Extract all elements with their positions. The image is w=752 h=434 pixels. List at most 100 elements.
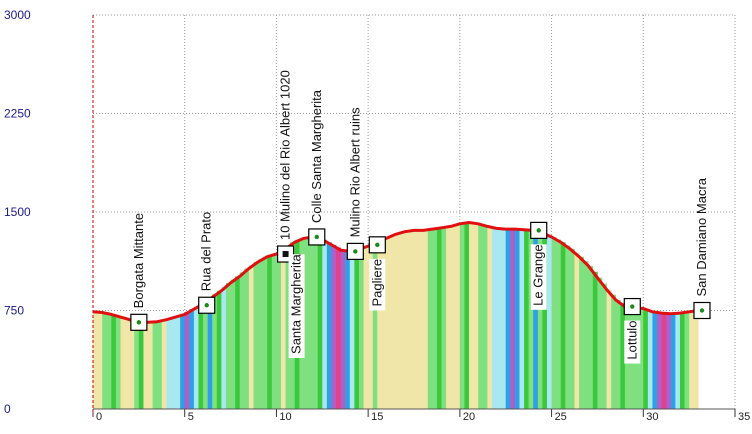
waypoint-dot	[314, 234, 319, 240]
terrain-strip	[666, 313, 672, 409]
terrain-strip	[281, 248, 286, 409]
terrain-strip	[313, 236, 318, 409]
terrain-strip	[546, 234, 552, 409]
terrain-strip	[111, 314, 117, 409]
y-tick-label: 1500	[4, 205, 31, 219]
terrain-strip	[602, 283, 607, 409]
terrain-strips	[93, 222, 699, 409]
terrain-strip	[134, 320, 140, 409]
waypoint-label-bg	[624, 320, 641, 364]
terrain-strip	[404, 231, 410, 409]
terrain-strip	[148, 321, 153, 409]
terrain-strip	[161, 319, 167, 409]
terrain-strip	[115, 315, 121, 409]
waypoint-label: San Damiano Macra	[694, 177, 709, 296]
terrain-strip	[152, 321, 158, 409]
terrain-strip	[340, 250, 346, 409]
terrain-strip	[657, 312, 662, 409]
terrain-strip	[514, 229, 520, 409]
terrain-strip	[560, 242, 566, 409]
terrain-strip	[230, 279, 236, 409]
terrain-strip	[216, 290, 222, 409]
waypoint-label: Borgata Mittante	[131, 213, 146, 308]
terrain-strip	[689, 311, 695, 409]
terrain-strip	[221, 286, 227, 409]
terrain-strip	[569, 248, 575, 409]
terrain-strip	[193, 306, 199, 409]
waypoint-label-bg	[530, 244, 547, 310]
terrain-strip	[308, 236, 314, 409]
terrain-strip	[583, 261, 589, 409]
waypoint-dot	[375, 242, 380, 248]
terrain-strip	[473, 223, 479, 409]
terrain-strip	[138, 321, 144, 409]
terrain-strip	[203, 300, 208, 409]
terrain-strip	[679, 312, 685, 409]
terrain-strip	[565, 245, 571, 409]
terrain-strip	[606, 289, 612, 409]
terrain-strip	[331, 244, 337, 409]
terrain-strip	[239, 272, 245, 409]
terrain-strip	[675, 313, 681, 409]
terrain-strip	[377, 240, 383, 409]
x-tick-label: 30	[646, 411, 658, 423]
terrain-strip	[326, 242, 332, 409]
terrain-strip	[253, 261, 259, 409]
terrain-strip	[303, 237, 309, 409]
terrain-strip	[235, 276, 241, 409]
x-tick-label: 20	[463, 411, 475, 423]
terrain-strip	[180, 314, 186, 409]
terrain-strip	[414, 230, 419, 409]
terrain-strip	[368, 244, 374, 409]
waypoint-label: Pagliere	[369, 259, 384, 307]
y-tick-label: 0	[4, 402, 11, 416]
terrain-strip	[542, 233, 548, 409]
terrain-strip	[478, 223, 484, 409]
terrain-strip	[510, 229, 516, 409]
waypoint-label: Mulino Rio Albert ruins	[347, 107, 362, 238]
terrain-strip	[93, 311, 98, 409]
terrain-strip	[358, 247, 364, 409]
terrain-strip	[592, 271, 598, 409]
terrain-strip	[189, 309, 195, 409]
waypoint-label: Rua del Prato	[199, 212, 214, 292]
waypoint-label-bg	[288, 254, 305, 358]
waypoint-dot	[136, 320, 142, 325]
terrain-strip	[661, 313, 667, 409]
terrain-strip	[491, 227, 497, 409]
terrain-strip	[579, 256, 584, 409]
terrain-strip	[381, 238, 387, 409]
terrain-strip	[501, 228, 507, 409]
terrain-strip	[157, 320, 163, 409]
terrain-strip	[276, 251, 282, 409]
terrain-strip	[363, 246, 369, 409]
terrain-strip	[533, 230, 539, 409]
terrain-strip	[184, 311, 190, 409]
terrain-strip	[336, 247, 341, 409]
waypoint-dot	[536, 228, 541, 233]
waypoint-label: Le Grange	[531, 244, 546, 305]
terrain-strip	[464, 222, 470, 409]
waypoints: Borgata Mittante Rua del Prato 10 Mulino d…	[130, 70, 711, 364]
terrain-strip	[620, 303, 626, 409]
terrain-strip	[505, 229, 511, 409]
terrain-strip	[652, 311, 658, 409]
y-tick-label: 3000	[4, 8, 31, 22]
terrain-strip	[207, 297, 213, 409]
waypoint-label: 10 Mulino del Rio Albert 1020	[278, 70, 293, 240]
terrain-strip	[125, 318, 130, 409]
waypoint-dot	[630, 304, 635, 309]
terrain-strip	[262, 256, 268, 409]
waypoint-label: Lottulo	[624, 321, 639, 360]
terrain-strip	[106, 313, 112, 409]
terrain-strip	[258, 259, 263, 409]
y-tick-label: 750	[4, 304, 24, 318]
terrain-strip	[615, 299, 621, 409]
terrain-strip	[446, 226, 451, 409]
x-tick-label: 35	[738, 411, 750, 423]
terrain-strip	[638, 308, 644, 409]
terrain-strip	[170, 317, 176, 409]
terrain-strip	[212, 294, 218, 409]
terrain-strip	[432, 228, 438, 409]
terrain-strip	[482, 225, 488, 409]
